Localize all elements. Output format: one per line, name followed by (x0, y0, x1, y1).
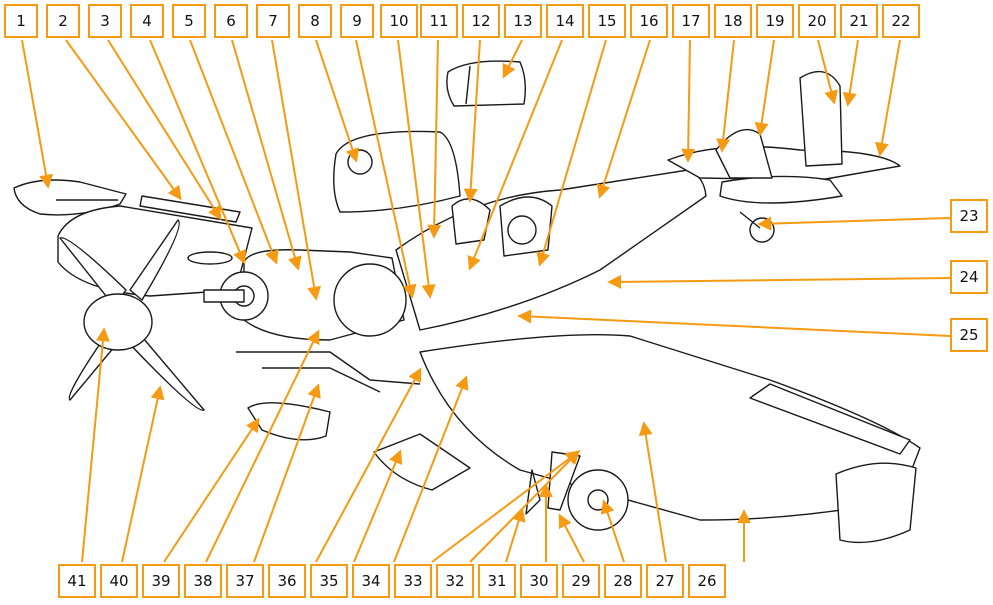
callout-38: 38 (184, 564, 222, 598)
aircraft-drawing (13, 60, 921, 544)
callout-14: 14 (546, 4, 584, 38)
callout-9: 9 (340, 4, 374, 38)
callout-34: 34 (352, 564, 390, 598)
callout-19: 19 (756, 4, 794, 38)
callout-1: 1 (4, 4, 38, 38)
wing-fold-panel (835, 462, 917, 544)
callout-33: 33 (394, 564, 432, 598)
callout-8: 8 (298, 4, 332, 38)
callout-25: 25 (950, 318, 988, 352)
callout-24: 24 (950, 260, 988, 294)
callout-31: 31 (478, 564, 516, 598)
tailplane (667, 145, 901, 181)
aileron (749, 383, 911, 455)
callout-20: 20 (798, 4, 836, 38)
callout-37: 37 (226, 564, 264, 598)
leader-lines (21, 39, 951, 563)
windscreen (451, 198, 491, 245)
callout-30: 30 (520, 564, 558, 598)
callout-21: 21 (840, 4, 878, 38)
callout-39: 39 (142, 564, 180, 598)
rudder (799, 70, 843, 167)
radiator-fairing (247, 402, 331, 441)
callout-2: 2 (46, 4, 80, 38)
callout-6: 6 (214, 4, 248, 38)
callout-29: 29 (562, 564, 600, 598)
callout-22: 22 (882, 4, 920, 38)
tail-wheel (749, 217, 775, 243)
callout-26: 26 (688, 564, 726, 598)
callout-32: 32 (436, 564, 474, 598)
callout-13: 13 (504, 4, 542, 38)
callout-10: 10 (380, 4, 418, 38)
callout-11: 11 (420, 4, 458, 38)
callout-23: 23 (950, 199, 988, 233)
callout-36: 36 (268, 564, 306, 598)
callout-7: 7 (256, 4, 290, 38)
callout-12: 12 (462, 4, 500, 38)
callout-4: 4 (130, 4, 164, 38)
callout-28: 28 (604, 564, 642, 598)
callout-5: 5 (172, 4, 206, 38)
callout-40: 40 (100, 564, 138, 598)
callout-27: 27 (646, 564, 684, 598)
callout-16: 16 (630, 4, 668, 38)
callout-18: 18 (714, 4, 752, 38)
canopy (446, 60, 527, 107)
engine-mount (236, 351, 421, 393)
callout-15: 15 (588, 4, 626, 38)
callout-41: 41 (58, 564, 96, 598)
callout-35: 35 (310, 564, 348, 598)
wing-flap (373, 433, 471, 491)
elevator (719, 175, 843, 204)
callout-3: 3 (88, 4, 122, 38)
callout-17: 17 (672, 4, 710, 38)
